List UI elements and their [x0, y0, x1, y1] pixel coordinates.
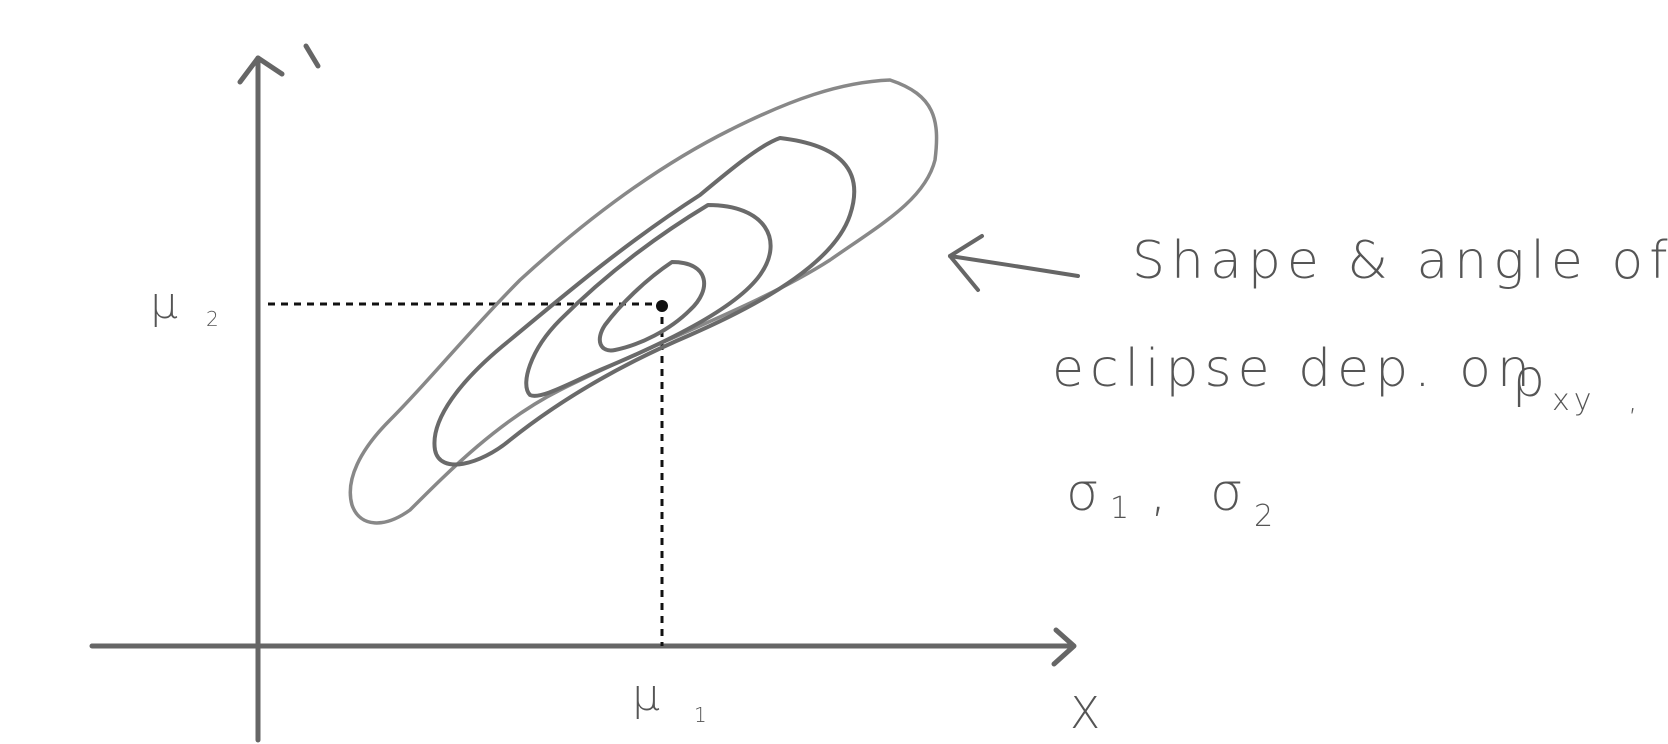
contour-outer [348, 78, 939, 525]
sigma2-symbol: σ [1210, 463, 1249, 523]
svg-text:eclipse dep. on: eclipse dep. on [1052, 339, 1536, 399]
rho-symbol: ρ [1512, 349, 1551, 409]
contour-inner [597, 260, 707, 353]
svg-text:,: , [1150, 463, 1173, 523]
annotation-line-2: eclipse dep. on ρ xy , [1052, 339, 1642, 418]
annotation-arrow [948, 234, 1080, 292]
svg-text:μ: μ [632, 670, 660, 721]
annotation-line-3: σ 1 , σ 2 [1066, 463, 1277, 534]
contour-second [524, 203, 773, 398]
x-axis [89, 627, 1077, 667]
contour-ellipses [348, 78, 939, 525]
y-axis [237, 43, 321, 743]
svg-text:1: 1 [1110, 491, 1133, 526]
mean-point [656, 300, 668, 312]
annotation-line-1: Shape & angle of [1132, 231, 1668, 291]
sigma1-symbol: σ [1066, 463, 1105, 523]
mean-guide-lines [268, 302, 664, 646]
label-mu1: μ 1 [632, 670, 707, 727]
svg-text:2: 2 [206, 307, 219, 331]
contour-third [432, 136, 857, 467]
label-x: X [1070, 688, 1100, 739]
svg-text:2: 2 [1254, 499, 1277, 534]
svg-text:,: , [1628, 383, 1642, 418]
svg-text:μ: μ [150, 278, 178, 329]
label-mu2: μ 2 [150, 278, 219, 331]
svg-text:1: 1 [694, 703, 707, 727]
svg-text:xy: xy [1552, 383, 1596, 418]
